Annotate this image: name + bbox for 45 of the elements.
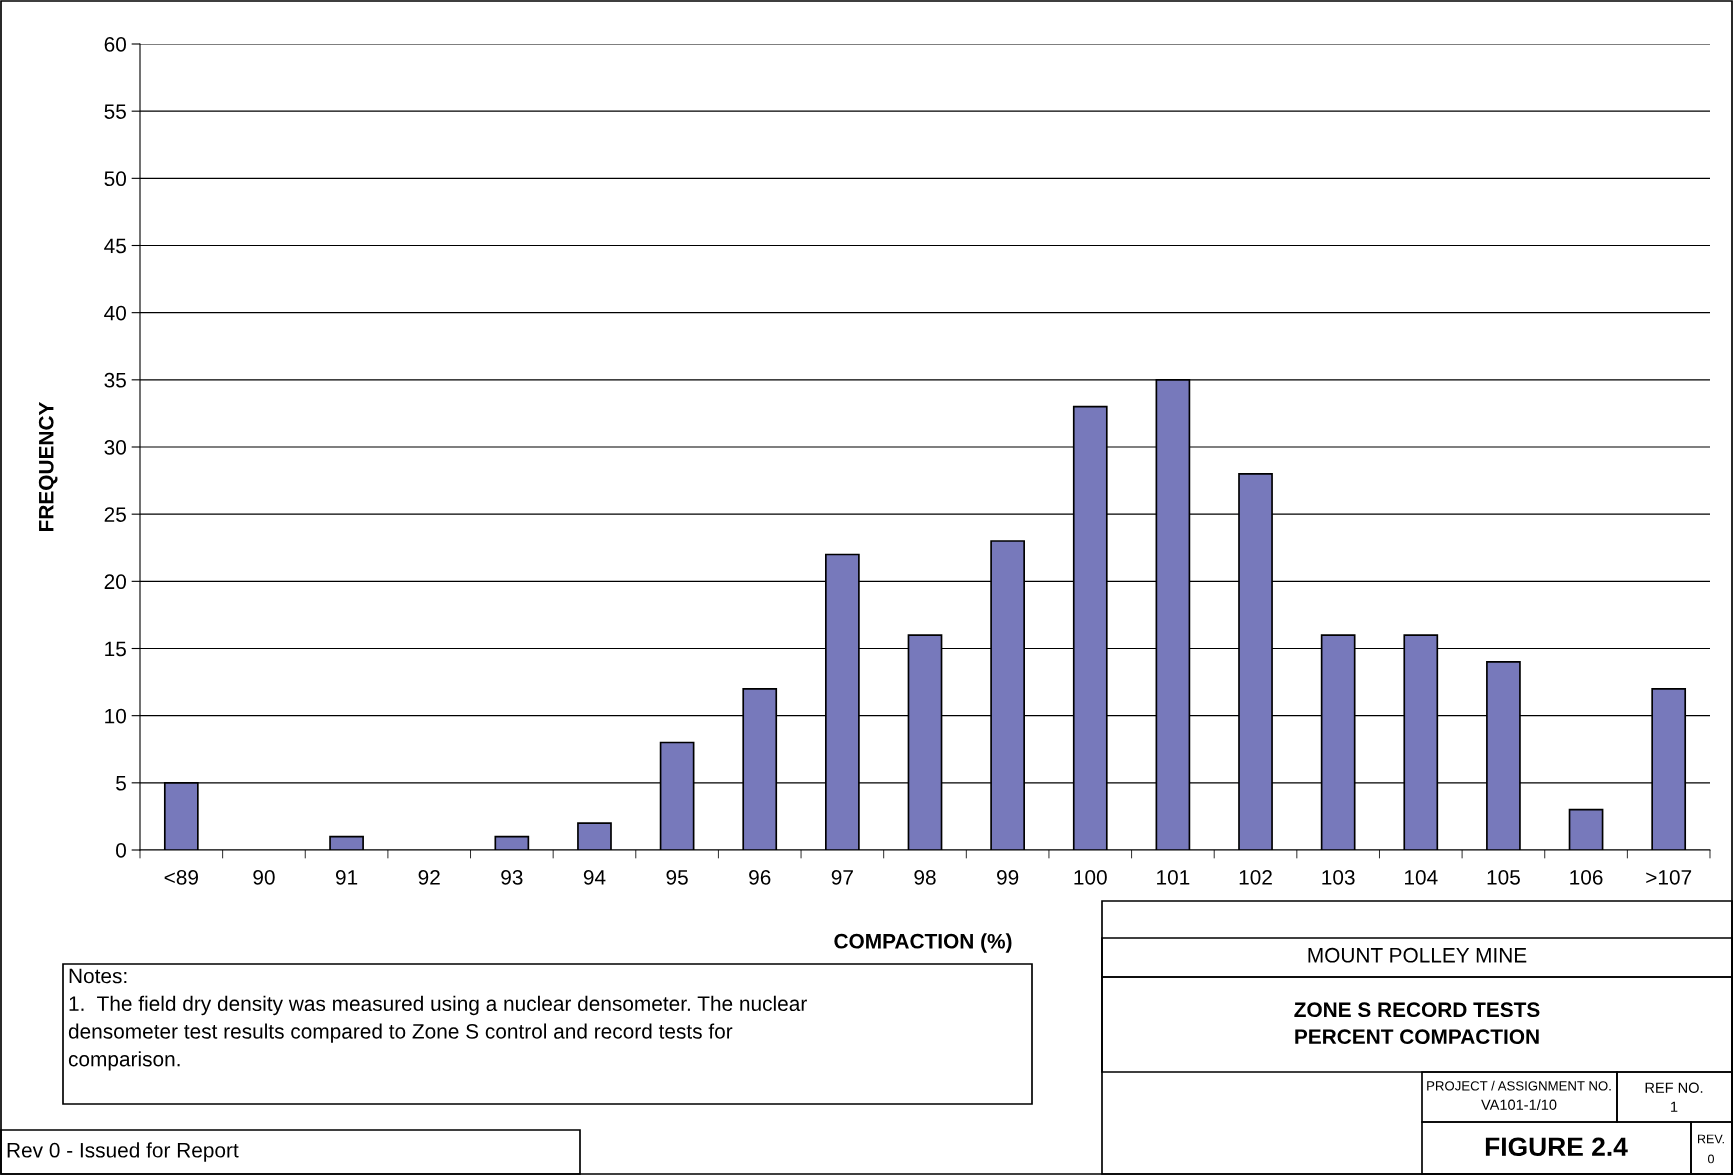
x-tick-label: 98: [914, 869, 936, 885]
y-tick-label: 5: [116, 776, 126, 791]
text: Rev 0 - Issued for Report: [7, 1142, 239, 1162]
text: REV.: [1698, 1134, 1724, 1144]
text: MOUNT POLLEY MINE: [1308, 947, 1527, 963]
x-tick-label: 93: [501, 869, 523, 885]
y-tick-label: 55: [104, 104, 126, 119]
text: REF NO.: [1645, 1082, 1703, 1093]
x-tick-label: 101: [1157, 869, 1190, 885]
x-tick-label: 90: [253, 869, 275, 885]
x-tick-label: 105: [1487, 869, 1520, 885]
x-tick-label: 94: [583, 869, 606, 885]
y-tick-label: 20: [104, 574, 126, 590]
x-tick-label: 91: [335, 869, 358, 885]
text: PROJECT / ASSIGNMENT NO.: [1427, 1080, 1611, 1091]
text: Notes: 1. The field dry density was measured using a nuclear densometer. The nuclear densometer test results compared to Zone S control and record tests for comparison.: [68, 968, 807, 1071]
x-tick-label: 95: [666, 869, 688, 885]
x-tick-label: >107: [1646, 869, 1692, 885]
y-tick-label: 30: [104, 440, 126, 455]
y-tick-label: 50: [104, 171, 126, 187]
x-tick-label: 96: [749, 869, 771, 885]
y-tick-label: 60: [104, 37, 126, 52]
text: 1: [1671, 1101, 1678, 1112]
x-tick-label: 102: [1239, 869, 1272, 885]
y-tick-label: 35: [104, 372, 126, 388]
caption: FIGURE 2.4: [1485, 1137, 1628, 1157]
x-tick-label: 100: [1074, 869, 1107, 885]
x-tick-label: 97: [831, 869, 853, 885]
y-tick-label: 45: [104, 238, 126, 254]
y-tick-label: 0: [116, 843, 126, 858]
text: ZONE S RECORD TESTS PERCENT COMPACTION: [1294, 1002, 1540, 1045]
text: 0: [1708, 1154, 1714, 1164]
y-tick-label: 40: [104, 305, 126, 321]
x-tick-label: 106: [1570, 869, 1603, 885]
x-tick-label: 104: [1405, 869, 1438, 885]
y-axis-title: FREQUENCY: [38, 401, 58, 532]
x-tick-label: 99: [997, 869, 1019, 885]
x-tick-label: 92: [418, 869, 440, 885]
x-tick-label: <89: [164, 869, 198, 885]
y-tick-label: 15: [105, 641, 126, 657]
text: VA101-1/10: [1481, 1099, 1557, 1110]
y-tick-label: 25: [104, 507, 126, 522]
x-axis-title: COMPACTION (%): [834, 933, 1012, 953]
x-tick-label: 103: [1322, 869, 1355, 885]
y-tick-label: 10: [105, 708, 126, 724]
